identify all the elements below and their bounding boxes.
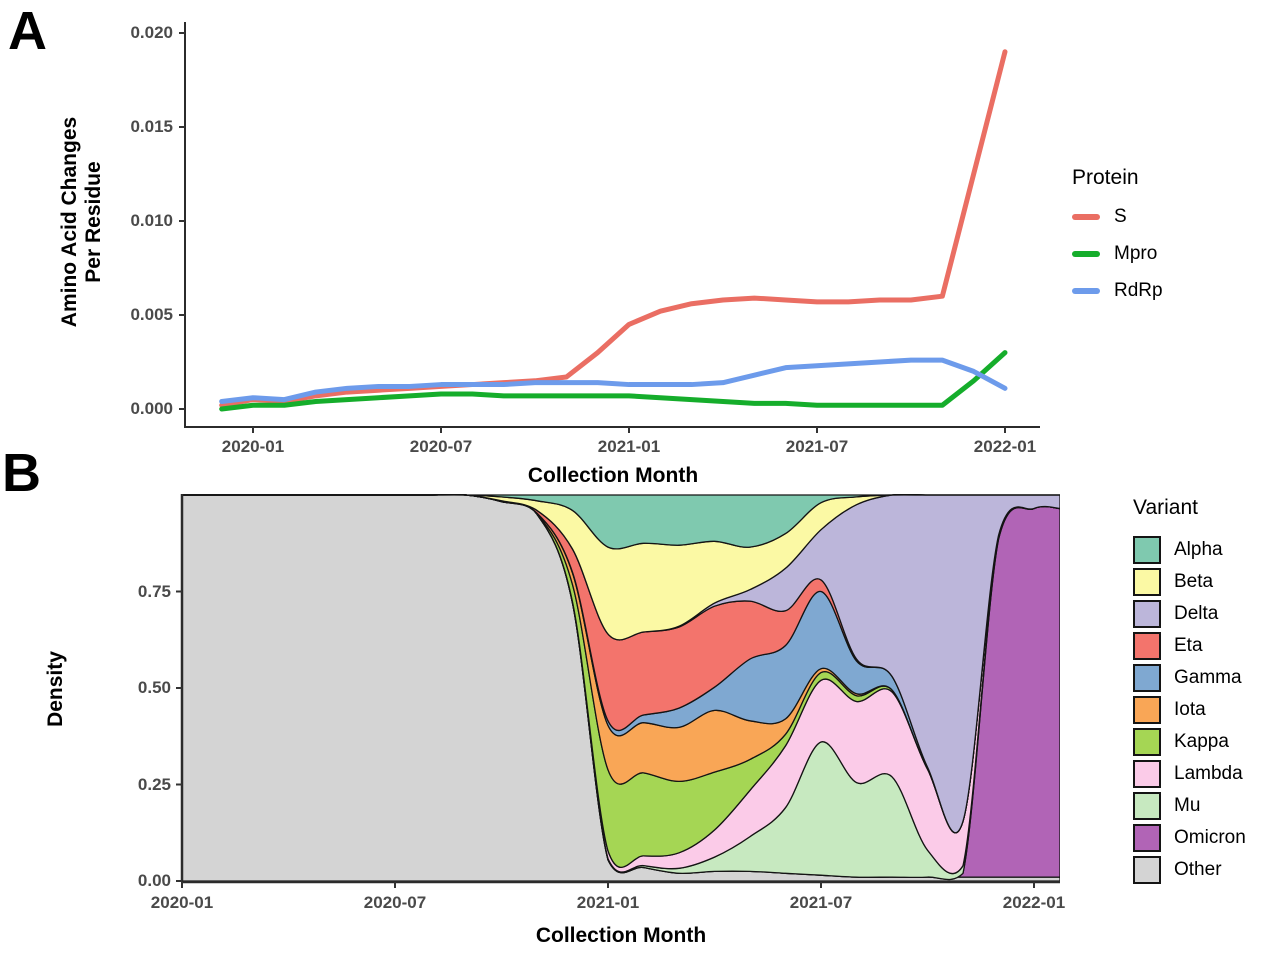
legend-label-other: Other [1174, 859, 1222, 880]
panel-b-y-tick-label: 0.25 [137, 774, 171, 794]
legend-swatch-gamma [1133, 664, 1161, 692]
legend-label-lambda: Lambda [1174, 763, 1243, 784]
legend-swatch-eta [1133, 632, 1161, 660]
legend-label-rdrp: RdRp [1114, 280, 1163, 301]
legend-label-mu: Mu [1174, 795, 1201, 816]
panel-b-y-tick-label: 0.00 [137, 871, 171, 890]
panel-a-y-axis-title: Amino Acid Changes Per Residue [58, 117, 106, 327]
legend-item-eta: Eta [1133, 630, 1203, 662]
legend-item-mpro: Mpro [1072, 238, 1157, 270]
legend-label-alpha: Alpha [1174, 539, 1223, 560]
panel-a-legend-title: Protein [1072, 166, 1139, 189]
legend-label-iota: Iota [1174, 699, 1206, 720]
legend-swatch-beta [1133, 568, 1161, 596]
legend-label-kappa: Kappa [1174, 731, 1229, 752]
panel-a-y-axis-title-line1: Amino Acid Changes [58, 116, 81, 328]
panel-b-y-tick-label: 0.75 [137, 581, 171, 601]
legend-swatch-iota [1133, 696, 1161, 724]
panel-a-y-tick-label: 0.010 [130, 211, 173, 230]
legend-label-delta: Delta [1174, 603, 1219, 624]
legend-item-rdrp: RdRp [1072, 275, 1163, 307]
panel-a-x-tick-label: 2022-01 [973, 437, 1037, 456]
panel-a-x-tick-label: 2020-07 [409, 437, 473, 456]
panel-b-x-tick-label: 2021-01 [576, 893, 640, 912]
legend-item-alpha: Alpha [1133, 534, 1223, 566]
panel-a-y-tick-label: 0.020 [130, 23, 173, 42]
legend-swatch-rdrp [1072, 288, 1100, 294]
panel-a-label: A [8, 1, 47, 61]
legend-label-omicron: Omicron [1174, 827, 1246, 848]
legend-item-delta: Delta [1133, 598, 1218, 630]
legend-item-gamma: Gamma [1133, 662, 1242, 694]
panel-b-area-alpha [182, 494, 1060, 550]
legend-swatch-alpha [1133, 536, 1161, 564]
legend-item-kappa: Kappa [1133, 726, 1229, 758]
legend-label-s: S [1114, 206, 1127, 227]
panel-a-y-tick-label: 0.000 [130, 399, 173, 418]
panel-b-x-tick-label: 2020-07 [363, 893, 427, 912]
legend-item-lambda: Lambda [1133, 758, 1243, 790]
panel-a-x-axis-title: Collection Month [527, 464, 699, 487]
legend-swatch-lambda [1133, 760, 1161, 788]
panel-a-x-tick-label: 2021-07 [785, 437, 849, 456]
panel-b-x-axis-title: Collection Month [535, 924, 707, 947]
panel-b-legend-title: Variant [1133, 496, 1198, 519]
panel-b-x-tick-label: 2022-01 [1002, 893, 1066, 912]
legend-swatch-delta [1133, 600, 1161, 628]
legend-item-iota: Iota [1133, 694, 1206, 726]
legend-item-beta: Beta [1133, 566, 1213, 598]
legend-swatch-mpro [1072, 251, 1100, 257]
legend-swatch-other [1133, 856, 1161, 884]
legend-item-mu: Mu [1133, 790, 1200, 822]
panel-a-y-axis-title-line2: Per Residue [82, 161, 105, 283]
panel-b-axes [176, 494, 1060, 888]
legend-label-gamma: Gamma [1174, 667, 1242, 688]
legend-swatch-kappa [1133, 728, 1161, 756]
panel-b-y-tick-label: 0.50 [137, 678, 171, 697]
panel-a-plot [179, 22, 1040, 433]
panel-a-line-mpro [219, 350, 1008, 412]
panel-a-y-tick-label: 0.015 [130, 117, 173, 136]
panel-a-line-rdrp [219, 357, 1008, 404]
legend-item-s: S [1072, 201, 1127, 233]
panel-b-y-axis-title: Density [44, 651, 67, 727]
legend-label-eta: Eta [1174, 635, 1203, 656]
legend-item-other: Other [1133, 854, 1222, 886]
panel-b-x-tick-label: 2020-01 [150, 893, 214, 912]
panel-b-plot [182, 494, 1060, 882]
panel-a-x-tick-label: 2021-01 [597, 437, 661, 456]
panel-a-x-tick-label: 2020-01 [221, 437, 285, 456]
legend-swatch-mu [1133, 792, 1161, 820]
legend-swatch-omicron [1133, 824, 1161, 852]
panel-b-label: B [2, 443, 41, 503]
legend-label-mpro: Mpro [1114, 243, 1158, 264]
panel-a-y-tick-label: 0.005 [130, 305, 173, 324]
legend-label-beta: Beta [1174, 571, 1214, 592]
legend-swatch-s [1072, 214, 1100, 220]
legend-item-omicron: Omicron [1133, 822, 1246, 854]
panel-b-x-tick-label: 2021-07 [789, 893, 853, 912]
panel-a-line-s [219, 49, 1008, 408]
